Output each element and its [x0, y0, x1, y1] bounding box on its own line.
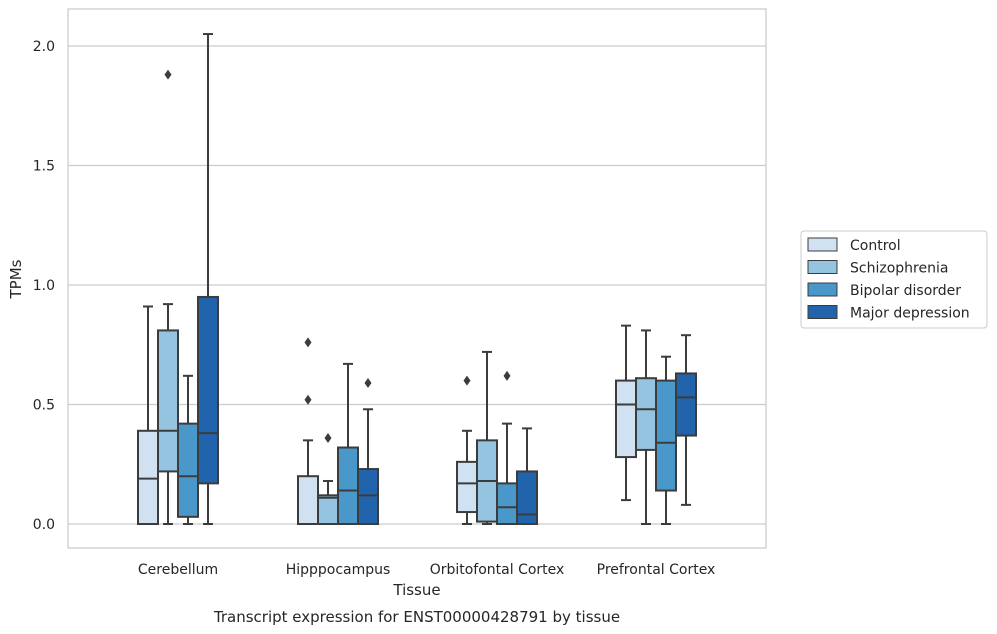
y-tick-label: 1.0 [33, 278, 55, 294]
box-3-3 [675, 334, 697, 506]
box-body [137, 429, 159, 526]
legend-frame [800, 230, 988, 329]
plot-area-frame [67, 8, 767, 549]
y-tick-label: 0.0 [33, 517, 55, 533]
box-1-2 [337, 362, 359, 525]
box-body [496, 482, 518, 525]
box-3-0 [615, 324, 637, 502]
box-0-0 [137, 305, 159, 526]
box-2-0 [456, 375, 478, 525]
legend-label: Schizophrenia [850, 261, 948, 277]
outlier-point [164, 69, 172, 80]
x-tick-label: Hipppocampus [286, 562, 391, 578]
box-3-2 [655, 355, 677, 525]
x-tick-label: Prefrontal Cortex [597, 562, 716, 578]
y-axis-label: TPMs [7, 259, 25, 299]
legend-label: Control [850, 238, 901, 254]
box-body [317, 494, 339, 526]
box-body [675, 372, 697, 437]
outlier-point [463, 375, 471, 386]
outlier-point [304, 337, 312, 348]
y-tick-label: 1.5 [33, 159, 55, 175]
box-1-3 [357, 377, 379, 525]
box-2-2 [496, 370, 518, 525]
box-body [337, 446, 359, 525]
box-body [157, 329, 179, 473]
outlier-point [304, 394, 312, 405]
outlier-point [324, 432, 332, 443]
box-2-3 [516, 427, 538, 526]
box-3-1 [635, 329, 657, 525]
box-body [635, 377, 657, 451]
box-body [177, 422, 199, 518]
legend: Control Schizophrenia Bipolar disorder Majo… [800, 230, 988, 329]
box-body [456, 460, 478, 514]
legend-label: Major depression [850, 306, 970, 322]
chart-caption: Transcript expression for ENST0000042879… [213, 608, 620, 626]
legend-label: Bipolar disorder [850, 283, 961, 299]
legend-swatch [807, 260, 838, 274]
outlier-point [503, 370, 511, 381]
box-body [516, 470, 538, 526]
box-0-2 [177, 374, 199, 525]
box-body [615, 379, 637, 459]
legend-swatch [807, 237, 838, 252]
legend-swatch [807, 305, 838, 319]
box-body [197, 295, 219, 485]
y-tick-label: 0.5 [33, 398, 55, 414]
box-body [357, 468, 379, 525]
x-axis-label: Tissue [392, 581, 440, 599]
box-1-0 [297, 337, 319, 526]
box-body [655, 379, 677, 492]
x-tick-labels: Cerebellum Hipppocampus Orbitofontal Corte… [138, 562, 715, 578]
outlier-point [364, 377, 372, 388]
y-tick-label: 2.0 [33, 39, 55, 55]
x-tick-label: Orbitofontal Cortex [430, 562, 565, 578]
box-body [297, 475, 319, 526]
x-tick-label: Cerebellum [138, 562, 218, 578]
box-0-3 [197, 33, 219, 525]
box-2-1 [476, 350, 498, 525]
box-series [137, 33, 697, 526]
legend-swatch [807, 282, 838, 297]
y-tick-labels: 0.0 0.5 1.0 1.5 2.0 [33, 39, 55, 533]
box-0-1 [157, 69, 179, 525]
box-1-1 [317, 432, 339, 526]
